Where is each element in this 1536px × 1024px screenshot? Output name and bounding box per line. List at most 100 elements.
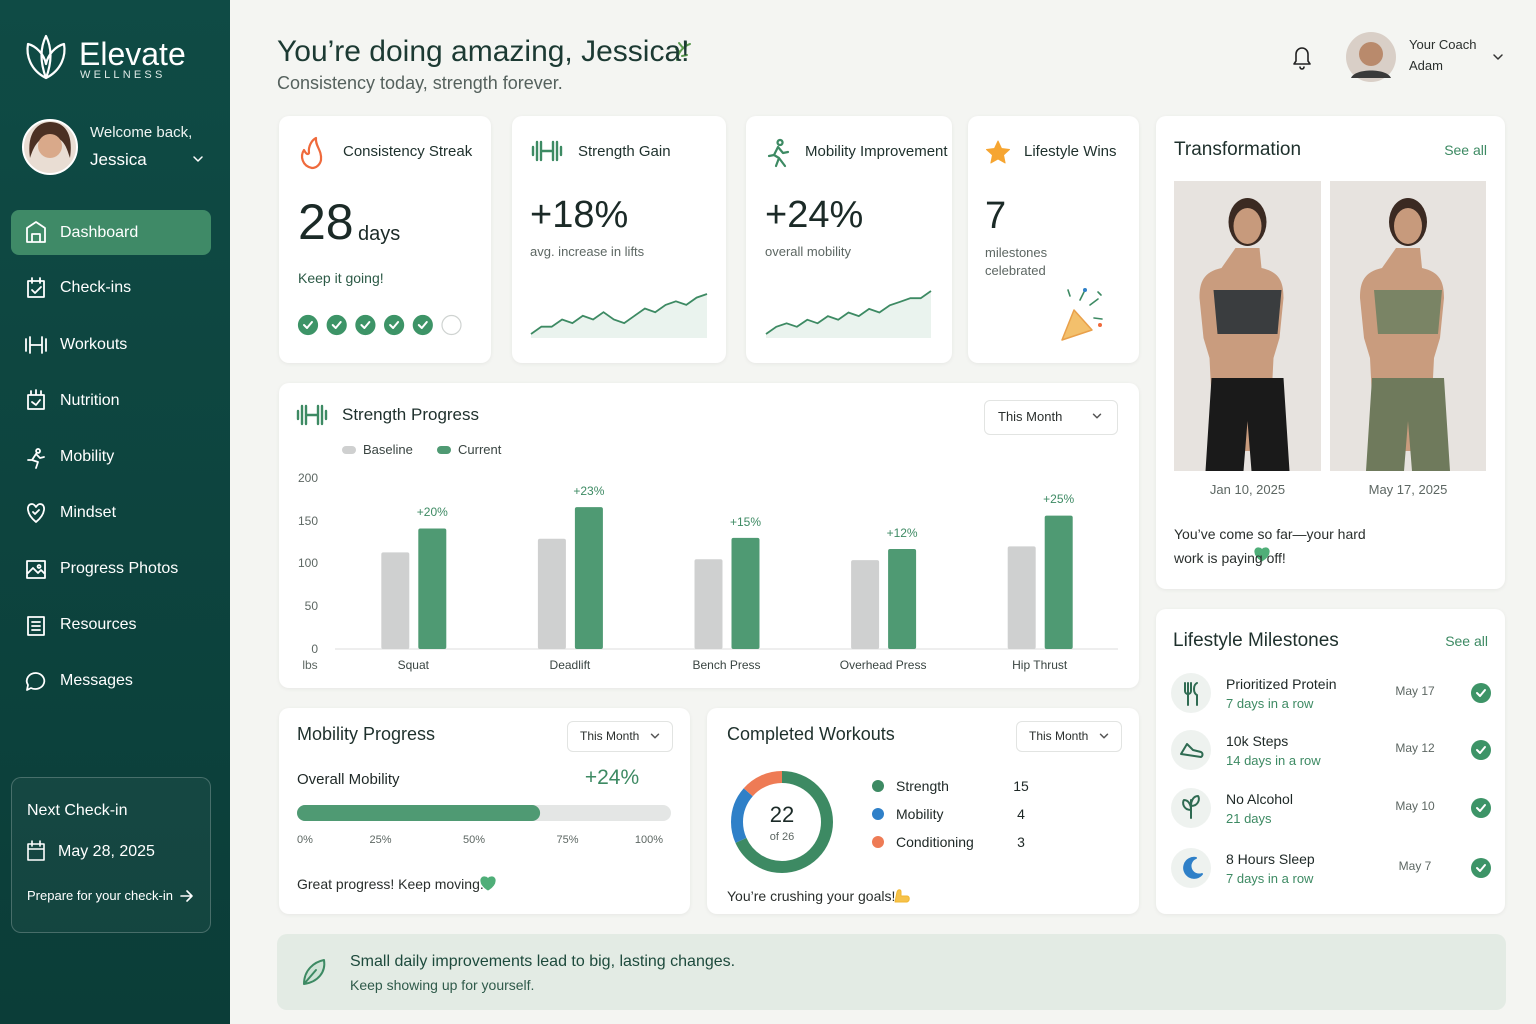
nav-item[interactable]: Messages [60,672,133,690]
period-select[interactable]: This Month [580,728,640,743]
milestone-date: May 7 [1398,858,1432,873]
heart-icon [1254,547,1270,562]
change-label: +23% [573,483,605,498]
chevron [1099,733,1109,739]
milestone-detail: 21 days [1226,811,1272,827]
change-label: +15% [729,514,762,529]
milestone-title: No Alcohol [1226,790,1293,807]
stat-value: +24% [765,194,864,237]
stat-note: overall mobility [765,244,851,260]
progress-tick-label: 75% [556,834,579,847]
check [303,321,313,329]
streak-day-done [412,314,433,336]
workouts-note: You’re crushing your goals! [727,887,896,904]
photo-date: Jan 10, 2025 [1209,482,1286,498]
streak-day-done [297,314,319,336]
stat-note: milestones celebrated [985,245,1048,279]
nav-icon [27,389,45,410]
check [331,321,342,329]
nav-item[interactable]: Progress Photos [60,560,179,578]
legend-label: Conditioning [896,833,974,850]
y-tick-label: 150 [297,513,318,528]
nav-icon [27,503,45,523]
bar [1044,515,1073,649]
progress-fill [297,805,541,821]
period-select[interactable]: This Month [998,409,1063,425]
bell-icon [1293,47,1311,70]
period-dropdown[interactable] [984,400,1118,435]
nav-item[interactable]: Dashboard [60,224,139,242]
photo-face [1394,208,1422,244]
y-tick-label: 0 [311,641,318,656]
x-tick-label: Overhead Press [839,657,927,672]
check [389,321,400,329]
bar [888,548,917,649]
milestone-detail: 7 days in a row [1226,696,1314,712]
nav-icon [27,616,45,636]
milestones-card [1156,609,1505,914]
brand-tagline: WELLNESS [80,69,166,82]
banner [277,934,1506,1010]
see-all-link[interactable]: See all [1445,632,1488,649]
transformation-note: You’ve come so far—your hard work is pay… [1174,525,1366,566]
legend-value: 15 [1013,777,1029,794]
bar [418,528,447,649]
arrow-icon [180,890,193,902]
check [360,321,371,329]
section-title: Mobility Progress [297,724,436,745]
nav-icon [25,672,46,691]
check [1476,746,1486,754]
nav-item[interactable]: Resources [60,616,137,634]
nav-item[interactable]: Check-ins [60,279,132,297]
dumbbell-icon [296,404,328,426]
page-title: You’re doing amazing, Jessica! [277,35,690,68]
progress-tick-label: 0% [297,834,313,847]
check [1476,864,1486,872]
milestone-title: Prioritized Protein [1226,675,1337,692]
y-unit: lbs [302,657,318,672]
nav-item[interactable]: Nutrition [60,392,120,410]
dumbbell-icon [531,140,563,162]
legend-dot [872,780,884,792]
photo-date: May 17, 2025 [1368,482,1448,498]
card-title: Lifestyle Wins [1024,143,1117,160]
check [1476,689,1486,697]
legend-label: Baseline [363,442,413,458]
y-tick-label: 100 [297,556,318,571]
nav-item[interactable]: Mobility [60,448,115,466]
legend-swatch [437,446,451,454]
banner-title: Small daily improvements lead to big, la… [350,953,736,971]
legend-label: Mobility [896,805,944,822]
logo [26,34,66,80]
legend-dot [872,836,884,848]
section-title: Completed Workouts [727,724,895,745]
see-all-link[interactable]: See all [1444,141,1487,158]
legend-value: 3 [1017,833,1025,850]
nav-icon [25,336,47,354]
checkin-action[interactable]: Prepare for your check-in [27,888,173,904]
nav-icon [26,560,46,579]
nav-item[interactable]: Workouts [60,336,128,354]
bar [381,552,410,649]
section-title: Lifestyle Milestones [1173,629,1339,651]
period-select[interactable]: This Month [1029,728,1089,743]
streak-day-done [326,314,347,336]
bar [694,559,723,649]
progress-change: +24% [584,766,640,790]
donut-total: 22 [769,801,795,827]
star-icon [986,140,1010,164]
leaf-emoji [675,41,691,61]
card-title: Strength Gain [578,143,671,160]
sparkline-area [766,291,931,338]
chevron [650,733,660,739]
bar [574,507,603,649]
sparkline [765,290,932,335]
nav-item[interactable]: Mindset [60,504,117,522]
section-title: Strength Progress [342,404,480,424]
coach-face [1359,42,1383,66]
milestone-icon [1184,682,1198,706]
x-tick-label: Bench Press [692,657,761,672]
streak-day-done [355,314,376,336]
sparkline [530,293,708,335]
